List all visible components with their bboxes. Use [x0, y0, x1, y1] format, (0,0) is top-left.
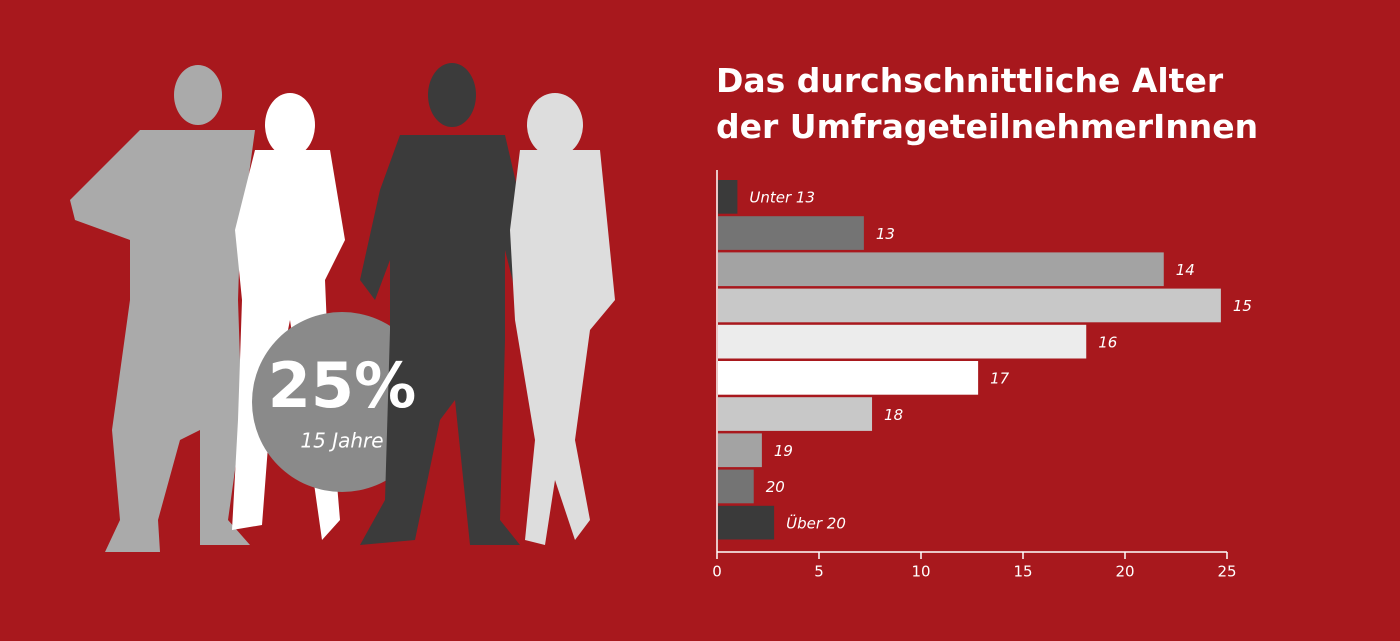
bar	[718, 361, 979, 395]
silhouettes	[70, 63, 615, 552]
chart-title: Das durchschnittliche Alter	[716, 61, 1224, 100]
bar	[718, 469, 754, 504]
bar	[718, 180, 738, 214]
bar-label: Über 20	[786, 513, 846, 532]
bar	[718, 216, 864, 250]
bar-label: 19	[774, 442, 793, 460]
bar	[718, 324, 1087, 359]
bar-label: 13	[876, 225, 895, 243]
bar-label: 16	[1098, 333, 1117, 351]
x-tick-label: 25	[1217, 563, 1236, 581]
bar-label: 14	[1176, 261, 1195, 279]
bar	[718, 505, 775, 540]
x-tick-label: 15	[1013, 563, 1032, 581]
bar-label: 15	[1233, 297, 1252, 315]
bar-label: 17	[990, 370, 1010, 388]
x-tick-label: 5	[814, 563, 824, 581]
x-tick-label: 10	[911, 563, 930, 581]
bar	[718, 433, 762, 468]
chart-title: der UmfrageteilnehmerInnen	[716, 107, 1258, 146]
bar	[718, 397, 873, 431]
bar-label: Unter 13	[749, 189, 815, 207]
x-tick-label: 0	[712, 563, 722, 581]
x-tick-label: 20	[1115, 563, 1134, 581]
callout-value: 25%	[268, 349, 416, 422]
bar	[718, 288, 1221, 323]
bar-label: 20	[766, 478, 785, 496]
bar	[718, 252, 1164, 287]
bar-label: 18	[884, 406, 903, 424]
callout-label: 15 Jahre	[300, 429, 383, 453]
